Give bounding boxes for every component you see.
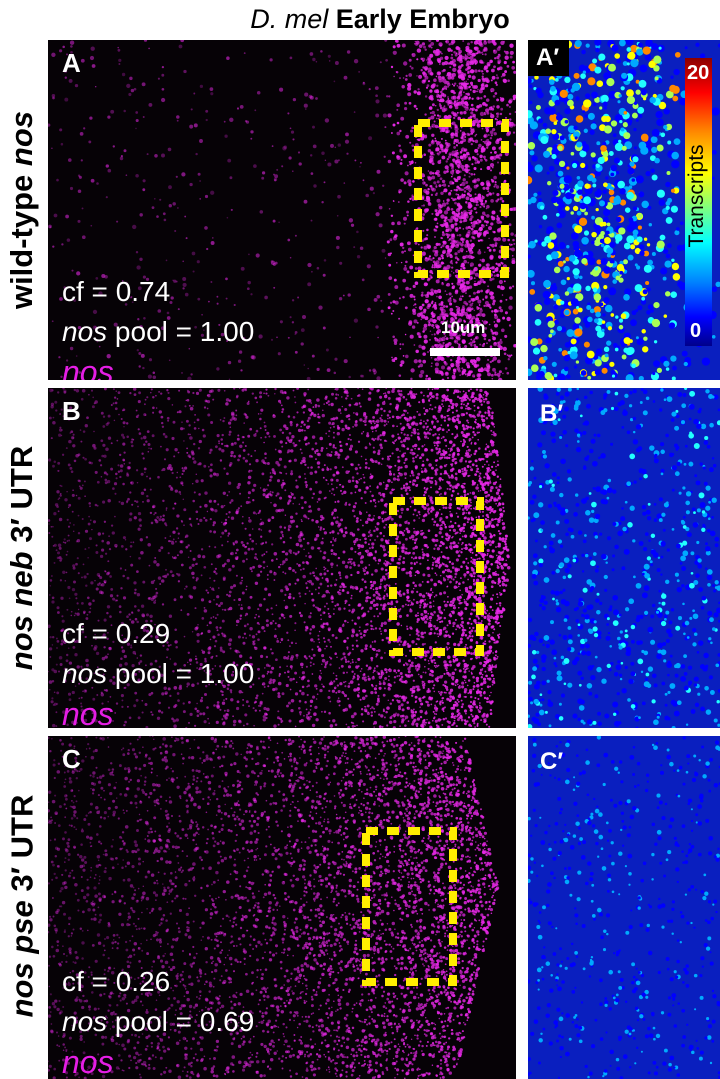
row-label-pse: nos pse 3′ UTR: [4, 794, 40, 1018]
row-label-neb: nos neb 3′ UTR: [4, 445, 40, 671]
panel-b-heatmap: B′: [528, 388, 720, 728]
stats-a: cf = 0.74 nos pool = 1.00 nos: [62, 272, 254, 380]
probe-a: nos: [62, 354, 114, 380]
cf-b: cf = 0.29: [62, 618, 171, 649]
cf-a: cf = 0.74: [62, 276, 171, 307]
heatmap-label-b: B′: [540, 400, 564, 427]
heatmap-dots-b: [528, 388, 720, 728]
stats-c: cf = 0.26 nos pool = 0.69 nos: [62, 962, 254, 1079]
figure-title-italic: D. mel: [250, 4, 329, 34]
microscopy-dots-a: [48, 40, 516, 380]
pool-b: nos pool = 1.00: [62, 658, 255, 689]
microscopy-dots-b: [48, 388, 511, 728]
figure-title: D. mel Early Embryo: [40, 2, 720, 36]
figure-title-rest: Early Embryo: [328, 4, 510, 34]
row-label-wild-type: wild-type nos: [4, 110, 40, 310]
panel-label-c: C: [62, 744, 81, 774]
roi-box-a: [414, 119, 509, 278]
probe-b: nos: [62, 696, 114, 728]
panel-a-heatmap: A′ 20 0 Transcripts: [528, 40, 720, 380]
colorbar: 20 0 Transcripts: [685, 58, 715, 348]
panel-c-heatmap: C′: [528, 736, 720, 1079]
probe-c: nos: [62, 1044, 114, 1079]
stats-b: cf = 0.29 nos pool = 1.00 nos: [62, 614, 254, 728]
roi-box-c: [362, 827, 457, 986]
roi-box-b: [389, 497, 484, 656]
colorbar-min: 0: [690, 320, 702, 342]
heatmap-label-c: C′: [540, 748, 564, 775]
pool-a: nos pool = 1.00: [62, 316, 255, 347]
pool-c: nos pool = 0.69: [62, 1006, 255, 1037]
panel-a-microscopy: A cf = 0.74 nos pool = 1.00 nos 10um: [48, 40, 516, 380]
panel-label-a: A: [62, 48, 81, 78]
scale-bar-label: 10um: [441, 318, 486, 337]
colorbar-title: Transcripts: [685, 144, 708, 248]
panel-label-b: B: [62, 396, 81, 426]
panel-b-microscopy: B cf = 0.29 nos pool = 1.00 nos: [48, 388, 516, 728]
heatmap-label-a: A′: [528, 40, 570, 76]
scale-bar: [430, 348, 500, 356]
cf-c: cf = 0.26: [62, 966, 171, 997]
heatmap-dots-c: [528, 736, 720, 1079]
colorbar-max: 20: [687, 62, 710, 84]
panel-c-microscopy: C cf = 0.26 nos pool = 0.69 nos: [48, 736, 516, 1079]
colorbar-gradient: [685, 58, 712, 346]
